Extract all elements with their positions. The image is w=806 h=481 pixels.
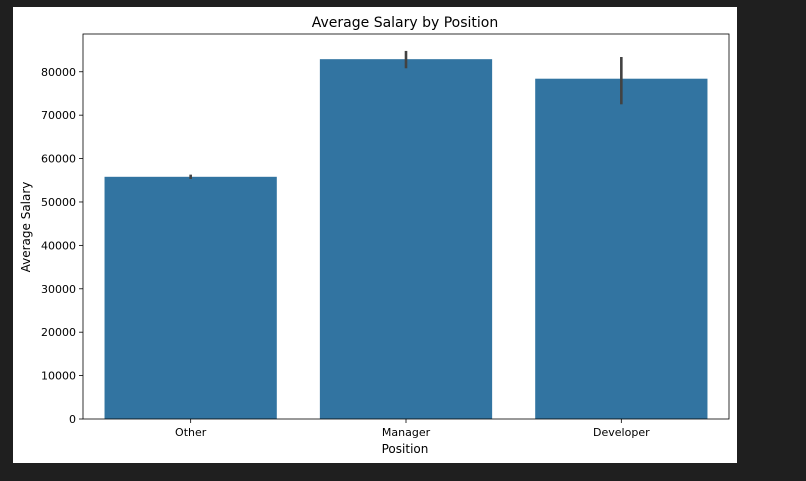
y-tick-label: 40000 — [41, 239, 76, 252]
y-tick-label: 70000 — [41, 109, 76, 122]
y-tick-label: 20000 — [41, 326, 76, 339]
y-tick-label: 80000 — [41, 66, 76, 79]
bars-layer — [104, 59, 708, 420]
bar-chart: 0 10000 20000 30000 40000 50000 60000 70000 8000… — [19, 15, 730, 456]
chart-figure: 0 10000 20000 30000 40000 50000 60000 70000 8000… — [13, 7, 737, 463]
y-tick-label: 0 — [69, 413, 76, 426]
bar-other — [104, 176, 277, 419]
bar-developer — [535, 78, 708, 419]
y-tick-label: 10000 — [41, 370, 76, 383]
y-tick-label: 60000 — [41, 153, 76, 166]
x-axis: Other Manager Developer — [175, 419, 650, 439]
y-tick-label: 30000 — [41, 283, 76, 296]
y-axis: 0 10000 20000 30000 40000 50000 60000 70000 8000… — [41, 66, 83, 426]
y-tick-label: 50000 — [41, 196, 76, 209]
x-tick-label: Other — [175, 426, 207, 439]
error-bars-layer — [189, 50, 623, 179]
x-tick-label: Manager — [382, 426, 431, 439]
x-axis-label: Position — [382, 442, 429, 456]
x-tick-label: Developer — [593, 426, 650, 439]
y-axis-label: Average Salary — [19, 182, 33, 273]
bar-manager — [319, 59, 493, 420]
chart-title: Average Salary by Position — [312, 15, 499, 31]
